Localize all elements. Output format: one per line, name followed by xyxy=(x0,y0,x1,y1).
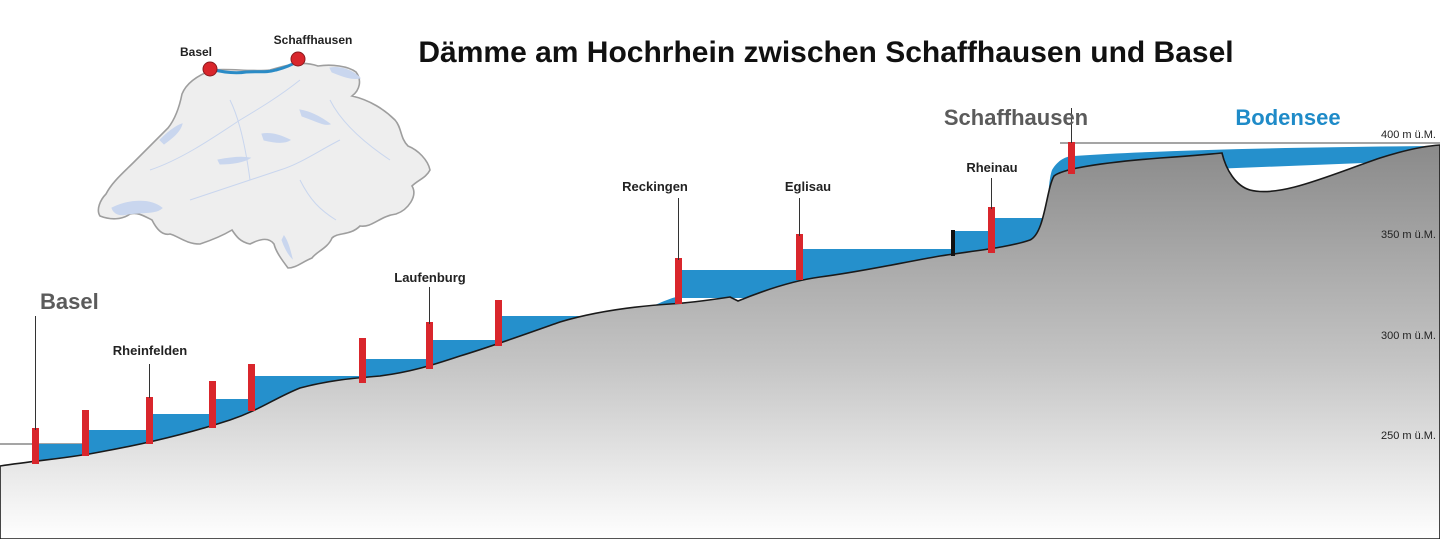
river xyxy=(229,99,251,181)
weir-marker xyxy=(951,230,955,256)
dam xyxy=(209,381,216,428)
map-marker-basel xyxy=(202,61,218,77)
dam-label-reckingen: Reckingen xyxy=(622,179,688,194)
dam xyxy=(146,397,153,444)
dam-label-rheinfelden: Rheinfelden xyxy=(113,343,187,358)
map-label-schaffhausen: Schaffhausen xyxy=(274,33,353,47)
dam xyxy=(32,428,39,464)
dam-labels: Rheinfelden Laufenburg Reckingen Eglisau… xyxy=(113,160,1018,358)
dam xyxy=(495,300,502,346)
dam xyxy=(675,258,682,304)
lake-geneva xyxy=(111,200,163,216)
dam-label-laufenburg: Laufenburg xyxy=(394,270,466,285)
page-title: Dämme am Hochrhein zwischen Schaffhausen… xyxy=(418,36,1233,69)
dam-label-rheinau: Rheinau xyxy=(966,160,1017,175)
elevation-label-300: 300 m ü.M. xyxy=(1381,330,1436,342)
profile-label-bodensee: Bodensee xyxy=(1235,105,1340,130)
dam xyxy=(988,207,995,253)
river xyxy=(189,139,341,201)
elevation-label-250: 250 m ü.M. xyxy=(1381,430,1436,442)
lake-lucerne xyxy=(261,133,291,143)
elevation-label-400: 400 m ü.M. xyxy=(1381,129,1436,141)
map-rivers xyxy=(149,79,391,221)
map-marker-schaffhausen xyxy=(290,51,306,67)
hochrhein-river xyxy=(209,59,299,75)
river xyxy=(299,179,337,221)
dam xyxy=(359,338,366,383)
map-rivers-lakes xyxy=(111,67,361,260)
dams xyxy=(32,142,1075,464)
lake-constance xyxy=(329,67,361,79)
profile-label-basel: Basel xyxy=(40,289,99,314)
map-label-basel: Basel xyxy=(180,45,212,59)
elevation-label-350: 350 m ü.M. xyxy=(1381,229,1436,241)
profile-label-schaffhausen: Schaffhausen xyxy=(944,105,1088,130)
dam xyxy=(1068,142,1075,174)
switzerland-map: Basel Schaffhausen xyxy=(97,33,431,269)
switzerland-outline xyxy=(97,62,431,269)
bodensee-outline xyxy=(1221,152,1251,191)
dam xyxy=(248,364,255,411)
river xyxy=(149,79,301,171)
dam-label-eglisau: Eglisau xyxy=(785,179,831,194)
lake-zurich xyxy=(299,109,332,125)
elevation-labels: 400 m ü.M. 350 m ü.M. 300 m ü.M. 250 m ü… xyxy=(1381,129,1436,442)
label-lines xyxy=(35,108,1072,430)
dam xyxy=(82,410,89,456)
lake-thun-brienz xyxy=(217,156,252,165)
dam xyxy=(426,322,433,369)
lake-neuchatel xyxy=(159,123,183,145)
dam xyxy=(796,234,803,280)
river xyxy=(329,99,391,161)
lake-maggiore xyxy=(281,235,293,260)
